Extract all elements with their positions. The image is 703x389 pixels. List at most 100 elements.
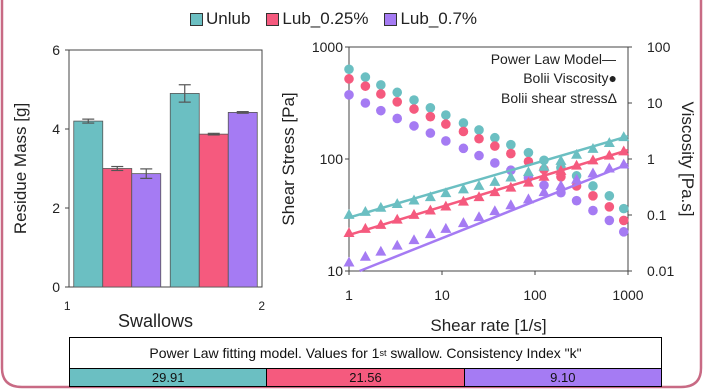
shear-stress-point-Lub_0.7% [538,186,550,197]
viscosity-point-Lub_0.25% [425,111,436,122]
shear-stress-point-Lub_0.25% [440,200,452,211]
viscosity-point-Lub_0.25% [490,141,500,151]
shear-stress-point-Lub_0.7% [391,239,403,250]
shear-stress-point-Lub_0.7% [489,205,501,216]
rheo-x-tick-label-100: 100 [523,287,547,303]
viscosity-point-Lub_0.25% [474,133,484,144]
bar-Unlub-1 [73,120,104,288]
shear-stress-point-Lub_0.7% [424,228,436,239]
shear-stress-point-Unlub [555,154,567,165]
viscosity-point-Unlub [360,72,371,82]
viscosity-point-Lub_0.7% [376,105,386,116]
viscosity-point-Unlub [344,64,354,75]
viscosity-point-Lub_0.7% [588,205,598,216]
shear-stress-point-Lub_0.7% [408,234,420,245]
rheo-y-tick-label-100: 100 [320,151,344,167]
rheo-y2-tick-label-0.01: 0.01 [647,263,674,279]
rheo-x-tick-label-1: 1 [345,287,353,303]
power-law-line-Lub_0.25% [348,148,629,237]
shear-stress-point-Lub_0.7% [618,158,630,169]
shear-stress-point-Lub_0.25% [408,208,420,219]
bar-x-tick-label-1: 1 [64,299,71,313]
shear-stress-point-Unlub [522,166,534,177]
viscosity-point-Lub_0.7% [425,128,436,138]
bar-Lub_0.25%-1 [102,168,133,288]
viscosity-point-Lub_0.7% [474,150,484,161]
shear-stress-point-Unlub [473,179,485,190]
viscosity-point-Lub_0.25% [588,191,598,201]
bar-Lub_0.7%-1 [131,173,162,288]
power-law-line-Lub_0.7% [359,162,629,273]
bar-Unlub-2 [169,93,200,288]
viscosity-point-Lub_0.7% [409,121,419,131]
shear-stress-point-Unlub [375,201,387,212]
viscosity-point-Lub_0.7% [539,180,549,191]
viscosity-point-Lub_0.7% [458,143,469,154]
viscosity-point-Unlub [409,95,419,105]
viscosity-point-Lub_0.7% [604,215,615,226]
viscosity-point-Lub_0.7% [392,113,403,124]
legend-swatch-unlub [190,12,203,26]
shear-stress-point-Unlub [505,171,517,182]
shear-stress-point-Lub_0.25% [571,159,583,170]
table-cell-unlub: 29.91 [69,369,268,387]
viscosity-point-Unlub [523,147,534,158]
shear-stress-point-Unlub [343,208,355,219]
shear-stress-point-Lub_0.25% [538,170,550,181]
rheo-annotation-1: Bolii Viscosity● [523,70,617,86]
legend-label-lub025: Lub_0.25% [282,9,369,28]
shear-stress-point-Lub_0.7% [440,222,452,233]
viscosity-point-Lub_0.25% [618,215,629,226]
shear-stress-point-Unlub [618,131,630,142]
table-values-row: 29.91 21.56 9.10 [69,369,662,387]
shear-stress-point-Lub_0.25% [555,164,567,175]
shear-stress-point-Unlub [391,198,403,208]
viscosity-point-Unlub [392,87,403,98]
viscosity-point-Unlub [490,132,500,143]
viscosity-point-Lub_0.7% [344,90,354,100]
viscosity-point-Lub_0.25% [441,119,451,129]
viscosity-point-Lub_0.7% [490,158,500,168]
rheo-x-tick-label-10: 10 [434,287,450,303]
bar-x-axis-label: Swallows [118,311,193,331]
shear-stress-point-Unlub [359,205,371,216]
shear-stress-point-Lub_0.25% [375,219,387,229]
shear-stress-point-Lub_0.7% [505,199,517,210]
shear-stress-point-Lub_0.7% [359,250,371,261]
bar-plot-area [68,49,263,288]
viscosity-point-Lub_0.25% [458,126,469,137]
shear-stress-point-Unlub [538,160,550,171]
shear-stress-point-Unlub [408,194,420,205]
viscosity-point-Lub_0.7% [360,98,371,108]
legend-item-lub07: Lub_0.7% [384,9,477,29]
table-caption-sup: st [379,348,387,358]
legend-swatch-lub07 [384,12,398,26]
rheo-y-axis-label: Shear Stress [Pa] [279,92,298,225]
shear-stress-point-Lub_0.25% [359,222,371,233]
viscosity-point-Unlub [458,118,469,128]
shear-stress-point-Lub_0.7% [457,217,469,228]
shear-stress-point-Lub_0.7% [571,173,583,184]
bar-y-tick-label-2: 2 [52,200,60,216]
rheo-y2-tick-label-10: 10 [647,95,663,111]
bar-Lub_0.7%-2 [227,112,258,288]
shear-stress-point-Lub_0.25% [473,191,485,202]
table-caption-post: swallow. Consistency Index "k" [386,345,582,361]
shear-stress-point-Lub_0.7% [522,193,534,204]
viscosity-point-Unlub [618,203,629,214]
bar-y-axis-label: Residue Mass [g] [11,103,30,234]
viscosity-point-Unlub [588,181,598,191]
viscosity-point-Unlub [425,103,436,113]
legend-swatch-lub025 [266,12,280,26]
viscosity-point-Unlub [604,191,615,201]
viscosity-point-Lub_0.25% [506,148,516,159]
shear-stress-point-Lub_0.25% [391,213,403,224]
shear-stress-point-Unlub [587,143,599,153]
viscosity-point-Lub_0.25% [604,202,615,212]
shear-stress-point-Unlub [424,191,436,202]
shear-stress-point-Lub_0.7% [473,211,485,222]
legend-item-unlub: Unlub [190,9,250,29]
